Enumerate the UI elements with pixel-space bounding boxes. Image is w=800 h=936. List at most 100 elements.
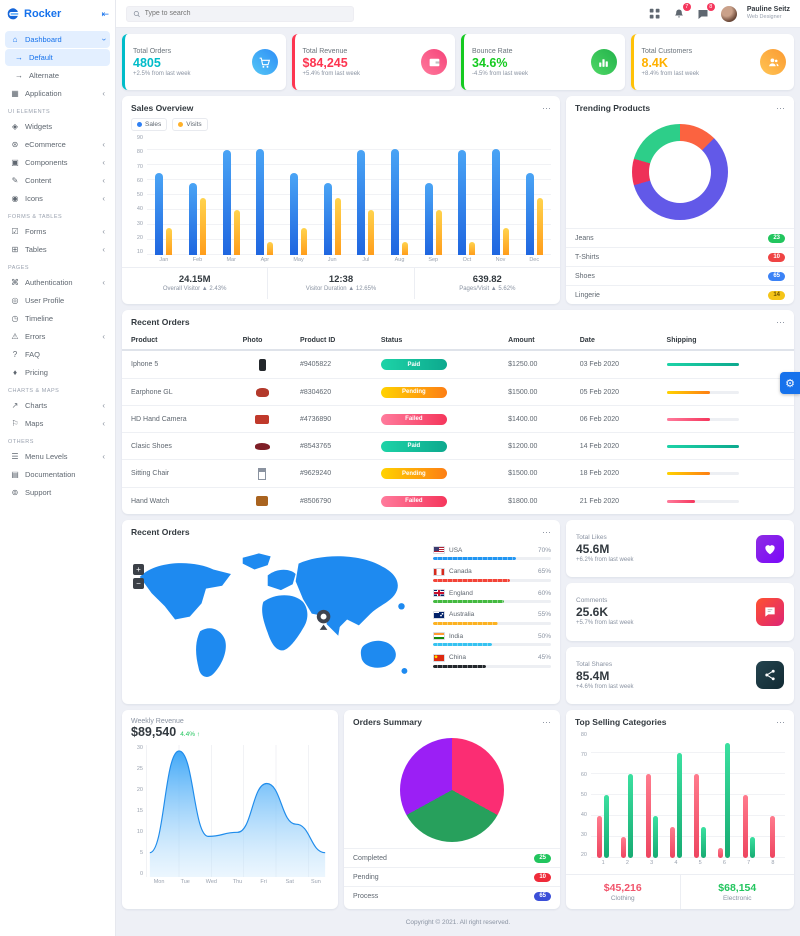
sidebar-collapse-icon[interactable]: ⇤ [101, 8, 109, 19]
arrow-icon: → [15, 71, 23, 80]
sidebar-item-support[interactable]: ⊚ Support [5, 484, 110, 501]
question-icon: ? [12, 350, 18, 359]
sidebar-item-charts[interactable]: ↗ Charts ‹ [5, 397, 110, 414]
sidebar-item-ecommerce[interactable]: ⊛ eCommerce ‹ [5, 136, 110, 153]
sidebar-item-application[interactable]: ▦ Application ‹ [5, 85, 110, 102]
social-card-total-shares[interactable]: Total Shares 85.4M +4.6% from last week [566, 646, 794, 704]
bar-clothing [645, 774, 651, 858]
more-icon[interactable] [542, 720, 551, 724]
sidebar-item-default[interactable]: → Default [5, 49, 110, 66]
legend-visits[interactable]: Visits [172, 118, 208, 131]
sidebar-item-label: Dashboard [25, 35, 62, 44]
in-flag-icon [433, 632, 445, 640]
sidebar-item-errors[interactable]: ⚠ Errors ‹ [5, 328, 110, 345]
sidebar-item-documentation[interactable]: ▤ Documentation [5, 466, 110, 483]
stat-card-bounce-rate[interactable]: Bounce Rate 34.6% -4.5% from last week [461, 34, 625, 90]
categories-x-axis: 1 2 3 4 5 6 7 8 [566, 858, 794, 870]
apps-grid-icon[interactable] [649, 7, 663, 21]
more-icon[interactable] [776, 320, 785, 324]
cell-amount: $1250.00 [499, 350, 571, 379]
country-progress [433, 578, 551, 582]
country-row-india[interactable]: India 50% [433, 632, 551, 646]
search-input[interactable] [144, 10, 347, 17]
country-percent: 55% [537, 611, 551, 618]
trending-item-t-shirts[interactable]: T-Shirts 10 [566, 247, 794, 266]
country-row-china[interactable]: China 45% [433, 653, 551, 668]
sidebar-item-label: Pricing [25, 368, 48, 377]
sidebar-item-dashboard[interactable]: ⌂ Dashboard ‹ [5, 31, 110, 48]
social-card-total-likes[interactable]: Total Likes 45.6M +6.2% from last week [566, 520, 794, 578]
stat-card-total-customers[interactable]: Total Customers 8.4K +8.4% from last week [630, 34, 794, 90]
stat-card-total-orders[interactable]: Total Orders 4805 +2.5% from last week [122, 34, 286, 90]
country-row-england[interactable]: England 60% [433, 589, 551, 603]
more-icon[interactable] [776, 106, 785, 110]
table-row[interactable]: Earphone GL #8304620 Pending $1500.00 05 Feb… [122, 378, 794, 406]
sidebar-item-forms[interactable]: ☑ Forms ‹ [5, 223, 110, 240]
summary-item-badge: 25 [534, 853, 551, 863]
x-tick: Tue [180, 879, 190, 885]
messages-chat-icon[interactable]: 8 [697, 2, 715, 21]
sidebar-item-tables[interactable]: ⊞ Tables ‹ [5, 241, 110, 258]
categories-totals: $45,216 Clothing $68,154 Electronic [566, 874, 794, 909]
trending-item-badge: 23 [768, 233, 785, 243]
country-row-australia[interactable]: Australia 55% [433, 610, 551, 625]
trending-item-jeans[interactable]: Jeans 23 [566, 228, 794, 247]
sidebar-item-menu-levels[interactable]: ☰ Menu Levels ‹ [5, 448, 110, 465]
table-row[interactable]: HD Hand Camera #4736890 Failed $1400.00 06 F… [122, 405, 794, 433]
sidebar-item-pricing[interactable]: ♦ Pricing [5, 364, 110, 381]
stat-card-total-revenue[interactable]: Total Revenue $84,245 +5.4% from last week [291, 34, 455, 90]
c-top: Australia 55% [433, 610, 551, 619]
user-meta[interactable]: Pauline Seitz Web Designer [747, 6, 790, 21]
chart-icon: ↗ [11, 401, 19, 410]
settings-gear-button[interactable]: ⚙ [780, 372, 800, 394]
cell-photo [233, 378, 291, 406]
map-zoom-in-button[interactable]: + [133, 564, 144, 575]
user-name: Pauline Seitz [746, 6, 790, 13]
legend-sales[interactable]: Sales [131, 118, 168, 131]
sidebar-item-alternate[interactable]: → Alternate [5, 67, 110, 84]
orders-summary-title: Orders Summary [353, 717, 422, 727]
summary-item-pending[interactable]: Pending 10 [344, 867, 560, 886]
cell-product-id: #9405822 [290, 350, 372, 379]
status-badge: Failed [380, 413, 447, 425]
more-icon[interactable] [542, 530, 551, 534]
sidebar-item-content[interactable]: ✎ Content ‹ [5, 172, 110, 189]
summary-item-process[interactable]: Process 65 [344, 886, 560, 905]
tag-icon: ♦ [12, 368, 18, 377]
orders-summary-pie-chart [400, 738, 504, 842]
category-total-label: Clothing [610, 895, 635, 902]
table-row[interactable]: Iphone 5 #9405822 Paid $1250.00 03 Feb 2020 [122, 350, 794, 379]
table-row[interactable]: Clasic Shoes #8543765 Paid $1200.00 14 Feb 2… [122, 432, 794, 460]
sidebar-item-user-profile[interactable]: ◎ User Profile [5, 292, 110, 309]
map-zoom-out-button[interactable]: − [133, 578, 144, 589]
logo-row: Rocker ⇤ [0, 0, 115, 28]
col-shipping: Shipping [657, 332, 794, 351]
table-row[interactable]: Hand Watch #8506790 Failed $1800.00 21 Feb 2… [122, 488, 794, 515]
world-map[interactable]: + − [131, 546, 425, 696]
sidebar-item-widgets[interactable]: ◈ Widgets [5, 118, 110, 135]
bar-visits [334, 198, 341, 255]
category-total-label: Electronic [722, 895, 752, 902]
more-icon[interactable] [542, 106, 551, 110]
footer-stat-label: Pages/Visit ▲ 5.62% [459, 286, 516, 292]
social-card-comments[interactable]: Comments 25.6K +5.7% from last week [566, 583, 794, 641]
sidebar-item-maps[interactable]: ⚐ Maps ‹ [5, 415, 110, 432]
trending-item-lingerie[interactable]: Lingerie 14 [566, 285, 794, 304]
user-avatar[interactable] [720, 5, 737, 22]
trending-item-shoes[interactable]: Shoes 65 [566, 266, 794, 285]
stat-title: Total Customers [641, 47, 693, 55]
country-row-usa[interactable]: USA 70% [433, 546, 551, 560]
more-icon[interactable] [776, 720, 785, 724]
country-row-canada[interactable]: Canada 65% [433, 567, 551, 582]
cell-product-id: #9629240 [290, 459, 372, 488]
sidebar-item-authentication[interactable]: ⌘ Authentication ‹ [5, 274, 110, 291]
sidebar-item-timeline[interactable]: ◷ Timeline [5, 310, 110, 327]
chevron-left-icon: ‹ [102, 227, 105, 236]
sidebar-item-icons[interactable]: ◉ Icons ‹ [5, 190, 110, 207]
sidebar-item-components[interactable]: ▣ Components ‹ [5, 154, 110, 171]
summary-item-label: Completed [353, 854, 387, 862]
sidebar-item-faq[interactable]: ? FAQ [5, 346, 110, 363]
table-row[interactable]: Sitting Chair #9629240 Pending $1500.00 18 F… [122, 459, 794, 488]
summary-item-completed[interactable]: Completed 25 [344, 848, 560, 867]
notifications-bell-icon[interactable]: 7 [673, 2, 691, 21]
